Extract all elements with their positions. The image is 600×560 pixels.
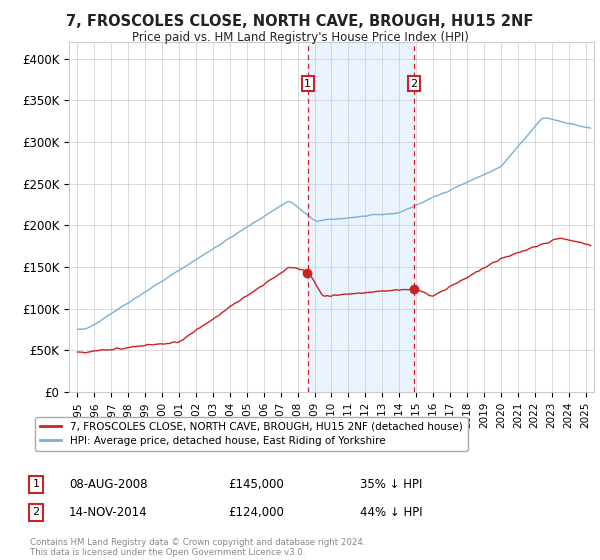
- Text: £145,000: £145,000: [228, 478, 284, 491]
- Text: 44% ↓ HPI: 44% ↓ HPI: [360, 506, 422, 519]
- Text: Price paid vs. HM Land Registry's House Price Index (HPI): Price paid vs. HM Land Registry's House …: [131, 31, 469, 44]
- Text: 14-NOV-2014: 14-NOV-2014: [69, 506, 148, 519]
- Text: 35% ↓ HPI: 35% ↓ HPI: [360, 478, 422, 491]
- Bar: [308, 42, 414, 392]
- Text: Contains HM Land Registry data © Crown copyright and database right 2024.
This d: Contains HM Land Registry data © Crown c…: [30, 538, 365, 557]
- Text: 2: 2: [410, 78, 418, 88]
- Text: 2: 2: [32, 507, 40, 517]
- Text: 1: 1: [32, 479, 40, 489]
- Text: 7, FROSCOLES CLOSE, NORTH CAVE, BROUGH, HU15 2NF: 7, FROSCOLES CLOSE, NORTH CAVE, BROUGH, …: [67, 14, 533, 29]
- Text: 1: 1: [304, 78, 311, 88]
- Legend: 7, FROSCOLES CLOSE, NORTH CAVE, BROUGH, HU15 2NF (detached house), HPI: Average : 7, FROSCOLES CLOSE, NORTH CAVE, BROUGH, …: [35, 417, 467, 451]
- Text: £124,000: £124,000: [228, 506, 284, 519]
- Text: 08-AUG-2008: 08-AUG-2008: [69, 478, 148, 491]
